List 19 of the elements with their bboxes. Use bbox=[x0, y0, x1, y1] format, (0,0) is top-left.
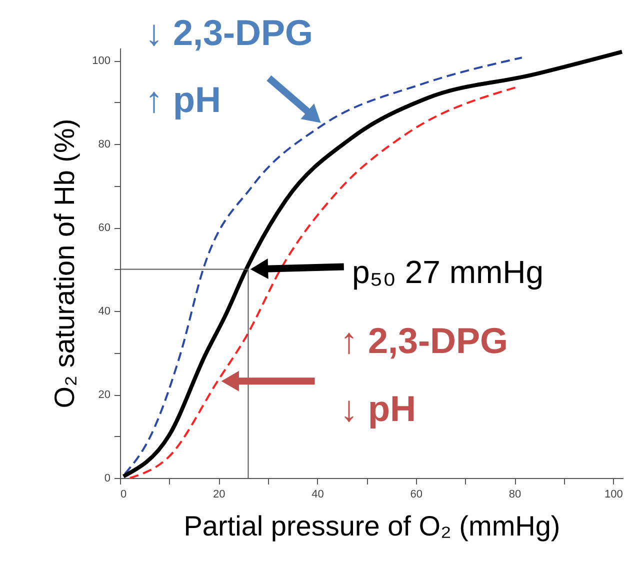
y-tick-label: 60 bbox=[98, 222, 110, 234]
annotation: ↑ 2,3-DPG bbox=[340, 320, 508, 361]
annotation: ↓ 2,3-DPG bbox=[145, 12, 314, 53]
x-tick-label: 20 bbox=[213, 488, 226, 500]
y-tick-label: 0 bbox=[104, 472, 110, 484]
y-tick-label: 20 bbox=[98, 389, 110, 402]
y-axis-title: O₂ saturation of Hb (%) bbox=[49, 118, 80, 408]
y-tick-label: 40 bbox=[98, 306, 110, 318]
x-axis-title: Partial pressure of O₂ (mmHg) bbox=[184, 510, 560, 542]
y-tick-label: 100 bbox=[92, 55, 110, 68]
annotation: ↑ pH bbox=[145, 79, 221, 120]
x-tick-label: 80 bbox=[508, 488, 522, 500]
annotation: ↓ pH bbox=[340, 388, 416, 429]
annotation: p₅₀ 27 mmHg bbox=[352, 254, 544, 290]
x-tick-label: 100 bbox=[604, 488, 623, 500]
x-tick-label: 40 bbox=[312, 488, 324, 500]
x-tick-label: 60 bbox=[410, 488, 423, 500]
y-tick-label: 80 bbox=[98, 138, 110, 151]
x-tick-label: 0 bbox=[120, 488, 127, 500]
